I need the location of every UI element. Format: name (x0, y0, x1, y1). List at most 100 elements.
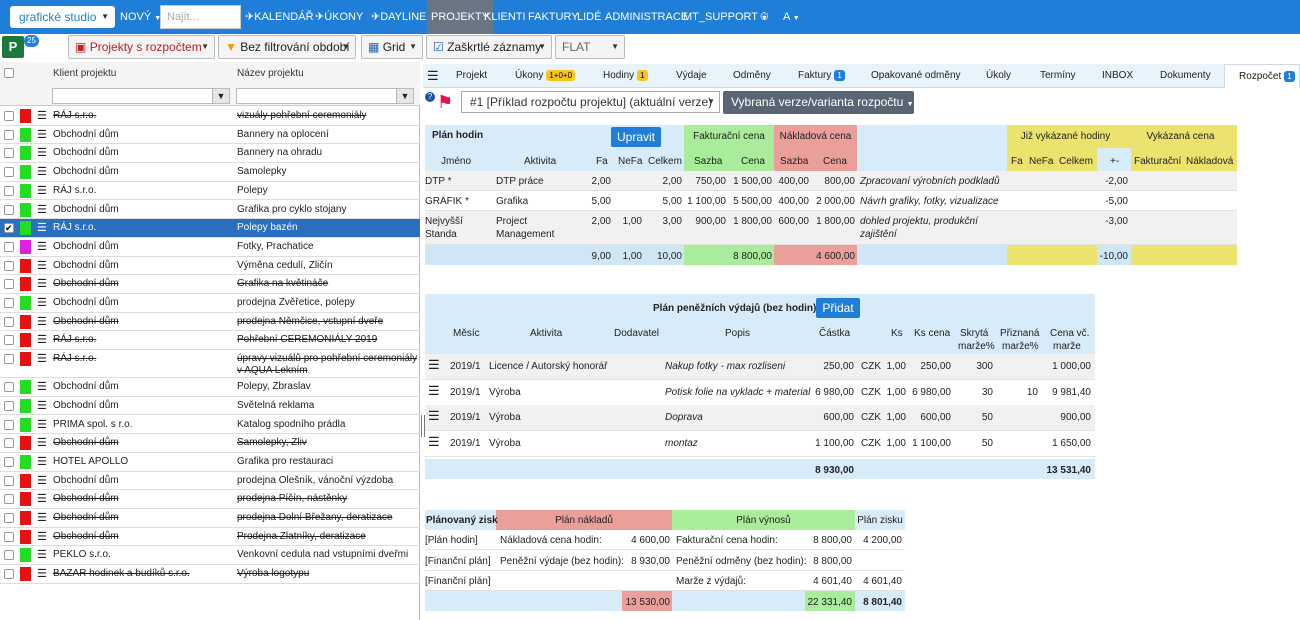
tab-projekt[interactable]: Projekt (456, 70, 488, 81)
row-checkbox[interactable] (4, 335, 14, 346)
col-client-header[interactable]: Klient projektu (53, 68, 117, 79)
menu-icon[interactable]: ☰ (427, 68, 439, 83)
tab-odmeny[interactable]: Odměny (733, 70, 771, 81)
list-item[interactable]: ☰ HOTEL APOLLO Grafika pro restauraci (0, 453, 420, 472)
row-checkbox[interactable] (4, 241, 14, 252)
nav-support[interactable]: MT_SUPPORT ▼ (683, 11, 768, 23)
row-menu-icon[interactable]: ☰ (37, 334, 47, 347)
nav-projects[interactable]: PROJEKTY (427, 0, 494, 34)
project-filter-input[interactable] (236, 88, 414, 104)
tab-opakovane[interactable]: Opakované odměny (871, 70, 961, 81)
filter-icon[interactable]: ▼ (212, 88, 230, 104)
row-checkbox[interactable] (4, 167, 14, 178)
nav-people[interactable]: LIDÉ (577, 11, 602, 23)
row-menu-icon[interactable]: ☰ (37, 166, 47, 179)
row-checkbox[interactable] (4, 400, 14, 411)
tab-ukoly[interactable]: Úkoly (986, 70, 1012, 81)
list-item[interactable]: ☰ Obchodní dům Samolepky (0, 163, 420, 182)
expense-menu-icon[interactable]: ☰ (428, 408, 440, 423)
row-checkbox[interactable] (4, 316, 14, 327)
row-menu-icon[interactable]: ☰ (37, 418, 47, 431)
tab-faktury[interactable]: Faktury 1 (798, 64, 845, 88)
nav-user[interactable]: A ▼ (783, 11, 800, 23)
row-menu-icon[interactable]: ☰ (37, 278, 47, 291)
row-checkbox[interactable] (4, 129, 14, 140)
row-checkbox[interactable] (4, 438, 14, 449)
list-item[interactable]: ☰ Obchodní dům Bannery na oplocení (0, 126, 420, 145)
list-item[interactable]: ☰ RÁJ s.r.o. úpravy vizuálů pro pohřební c… (0, 350, 420, 379)
tab-ukony[interactable]: Úkony 1+0+0 (515, 64, 576, 88)
tab-inbox[interactable]: INBOX (1102, 70, 1134, 81)
list-item[interactable]: ☰ Obchodní dům prodejna Dolní Břežany, der… (0, 509, 420, 528)
row-checkbox[interactable] (4, 204, 14, 215)
row-menu-icon[interactable]: ☰ (37, 474, 47, 487)
list-item[interactable]: ☰ Obchodní dům prodejna Píčín, nástěnky (0, 490, 420, 509)
row-menu-icon[interactable]: ☰ (37, 530, 47, 543)
nav-calendar[interactable]: ✈KALENDÁŘ (245, 11, 314, 23)
row-menu-icon[interactable]: ☰ (37, 110, 47, 122)
row-menu-icon[interactable]: ☰ (37, 315, 47, 328)
row-checkbox[interactable] (4, 475, 14, 486)
expense-menu-icon[interactable]: ☰ (428, 434, 440, 449)
row-menu-icon[interactable]: ☰ (37, 568, 47, 581)
row-menu-icon[interactable]: ☰ (37, 549, 47, 562)
tab-dokumenty[interactable]: Dokumenty (1160, 70, 1211, 81)
row-menu-icon[interactable]: ☰ (37, 455, 47, 468)
row-checkbox[interactable] (4, 531, 14, 542)
row-menu-icon[interactable]: ☰ (37, 353, 47, 366)
nav-admin[interactable]: ADMINISTRACE (605, 11, 689, 23)
expense-menu-icon[interactable]: ☰ (428, 357, 440, 372)
nav-dayline[interactable]: ✈DAYLINE (371, 11, 427, 23)
row-checkbox[interactable] (4, 185, 14, 196)
tab-vydaje[interactable]: Výdaje (676, 70, 707, 81)
row-checkbox[interactable] (4, 456, 14, 467)
list-item[interactable]: ☰ Obchodní dům Výměna cedulí, Zličín (0, 257, 420, 276)
row-checkbox[interactable] (4, 419, 14, 430)
period-filter-button[interactable]: ▼ Bez filtrování období ▼ (218, 35, 356, 59)
row-menu-icon[interactable]: ☰ (37, 399, 47, 412)
list-item[interactable]: ☰ Obchodní dům Polepy, Zbraslav (0, 378, 420, 397)
row-checkbox[interactable] (4, 298, 14, 308)
list-item[interactable]: ☰ Obchodní dům prodejna Němčice, vstupní d… (0, 313, 420, 332)
expense-menu-icon[interactable]: ☰ (428, 383, 440, 398)
filter-projects-button[interactable]: ▣ Projekty s rozpočtem ▼ (68, 35, 215, 59)
row-checkbox[interactable] (4, 279, 14, 290)
list-item[interactable]: ☰ PRIMA spol. s r.o. Katalog spodního prád… (0, 416, 420, 435)
list-item[interactable]: ☰ Obchodní dům Samolepky, Zliv (0, 434, 420, 453)
select-all-checkbox[interactable] (4, 68, 14, 78)
row-checkbox[interactable] (4, 382, 14, 393)
timer-icon[interactable]: ⏱ (760, 11, 769, 23)
row-menu-icon[interactable]: ☰ (37, 437, 47, 450)
project-logo-icon[interactable]: P (2, 36, 24, 58)
tab-rozpocet[interactable]: Rozpočet 1 (1224, 64, 1300, 88)
filter-icon[interactable]: ▼ (396, 88, 414, 104)
list-item[interactable]: ☰ PEKLO s.r.o. Venkovní cedula nad vstupní… (0, 546, 420, 566)
row-menu-icon[interactable]: ☰ (37, 222, 47, 235)
row-menu-icon[interactable]: ☰ (37, 512, 47, 524)
list-item[interactable]: ☰ BAZAR hodinek a budíků s.r.o. Výroba log… (0, 565, 420, 584)
checked-records-button[interactable]: ☑ Zaškrtlé záznamy ▼ (426, 35, 552, 59)
list-item[interactable]: ☰ Obchodní dům Fotky, Prachatice (0, 238, 420, 257)
row-menu-icon[interactable]: ☰ (37, 493, 47, 506)
add-expense-button[interactable]: Přidat (816, 298, 860, 318)
row-menu-icon[interactable]: ☰ (37, 259, 47, 272)
client-filter-input[interactable] (52, 88, 230, 104)
row-menu-icon[interactable]: ☰ (37, 297, 47, 309)
row-checkbox[interactable] (4, 494, 14, 505)
row-checkbox[interactable] (4, 111, 14, 121)
list-item[interactable]: ☰ RÁJ s.r.o. Pohřební CEREMONIÁLY 2019 (0, 331, 420, 351)
row-menu-icon[interactable]: ☰ (37, 128, 47, 141)
list-item[interactable]: ☰ Obchodní dům Grafika na květináče (0, 275, 420, 294)
row-menu-icon[interactable]: ☰ (37, 381, 47, 394)
mode-select[interactable]: FLAT ▼ (555, 35, 625, 59)
edit-button[interactable]: Upravit (611, 127, 661, 147)
row-checkbox[interactable] (4, 513, 14, 523)
list-item[interactable]: ☰ Obchodní dům prodejna Zvěřetice, polepy (0, 294, 420, 313)
nav-invoices[interactable]: FAKTURY (528, 11, 579, 23)
row-checkbox[interactable] (4, 550, 14, 561)
search-input[interactable]: Najít... (160, 5, 241, 29)
tab-terminy[interactable]: Termíny (1040, 70, 1076, 81)
list-item[interactable]: ☰ Obchodní dům Grafika pro cyklo stojany (0, 201, 420, 220)
row-menu-icon[interactable]: ☰ (37, 203, 47, 216)
list-item[interactable]: ☰ Obchodní dům Světelná reklama (0, 397, 420, 416)
